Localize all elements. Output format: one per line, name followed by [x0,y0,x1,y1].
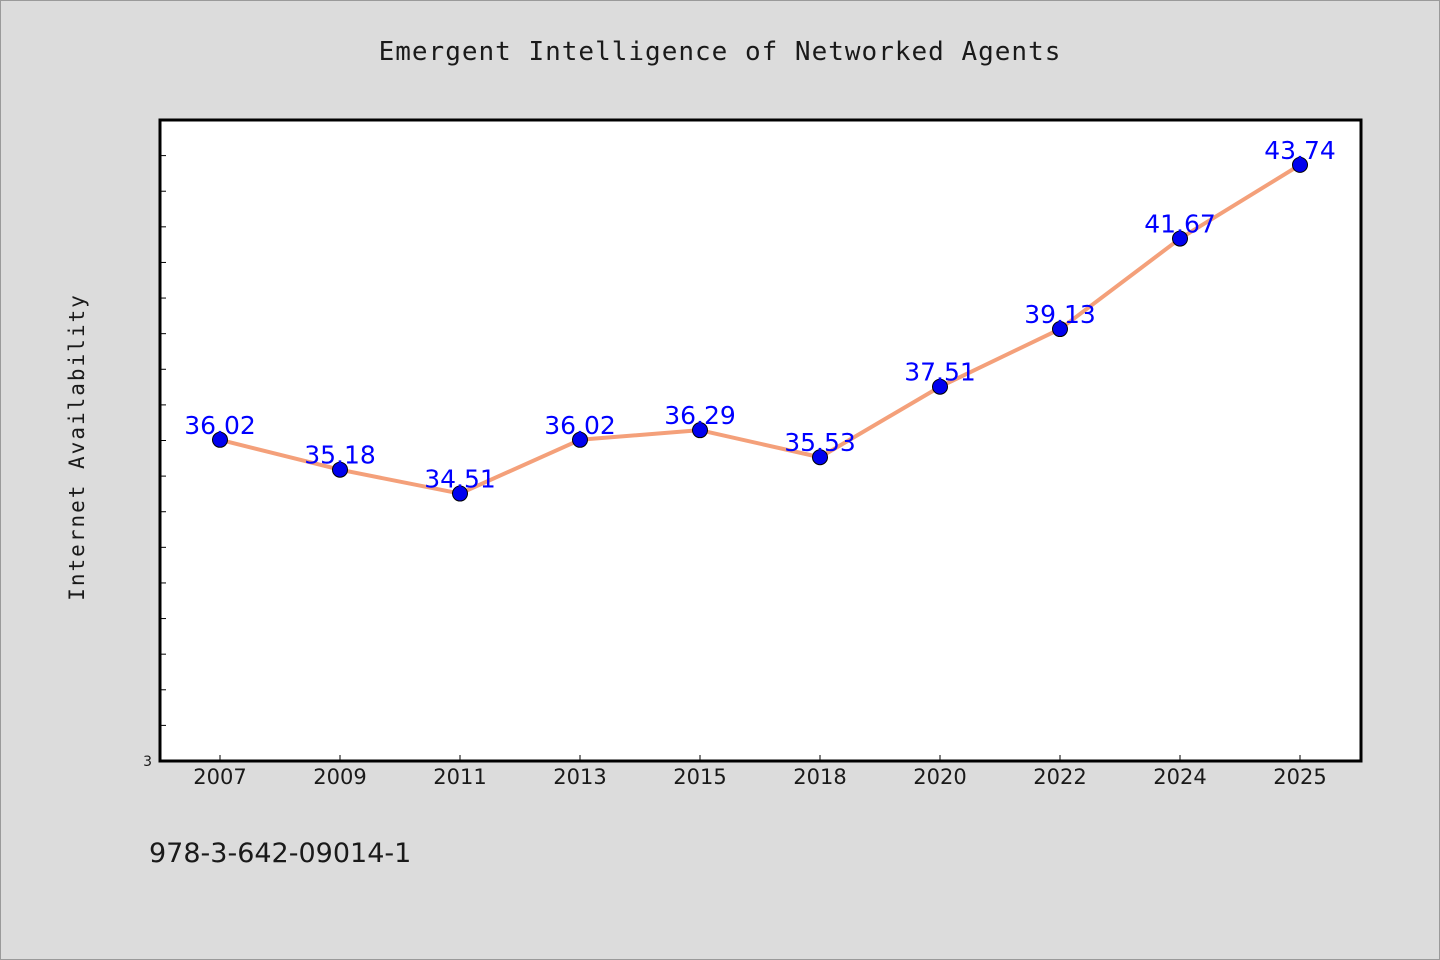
x-tick-label: 2011 [433,765,486,789]
x-axis-ticks: 2007 2009 2011 2013 2015 2018 2020 2022 2024 2025 [193,755,1327,789]
data-point [452,485,468,502]
y-axis-ticks: 3 [143,155,166,770]
y-axis-label: Internet Availability [65,293,89,601]
data-labels: 36.02 35.18 34.51 36.02 36.29 35.53 37.51 39.13… [184,136,1336,494]
data-point [1292,156,1308,173]
x-tick-label: 2018 [793,765,846,789]
data-label: 35.53 [784,428,856,457]
data-label: 43.74 [1264,136,1336,165]
x-tick-label: 2013 [553,765,606,789]
x-tick-label: 2022 [1033,765,1086,789]
x-tick-label: 2020 [913,765,966,789]
data-label: 41.67 [1144,210,1216,239]
x-tick-label: 2007 [193,765,246,789]
chart-title: Emergent Intelligence of Networked Agent… [379,37,1062,67]
data-label: 36.02 [184,411,256,440]
data-label: 35.18 [304,441,376,470]
series-line [219,163,1302,496]
data-label: 36.29 [664,401,736,430]
data-point [1052,321,1068,338]
x-tick-label: 2024 [1153,765,1206,789]
x-tick-label: 2015 [673,765,726,789]
x-tick-label: 2025 [1273,765,1326,789]
data-point [692,422,708,439]
plot-area [158,118,1363,763]
data-point [932,378,948,395]
data-point [812,449,828,466]
data-markers [212,156,1308,502]
data-point [572,431,588,448]
data-point [1172,230,1188,247]
data-point [212,431,228,448]
x-tick-label: 2009 [313,765,366,789]
data-point [332,461,348,478]
data-label: 37.51 [904,358,976,387]
data-label: 36.02 [544,411,616,440]
y-tick-label: 3 [143,754,152,770]
data-label: 39.13 [1024,300,1096,329]
footer-isbn: 978-3-642-09014-1 [149,838,411,869]
data-label: 34.51 [424,465,496,494]
